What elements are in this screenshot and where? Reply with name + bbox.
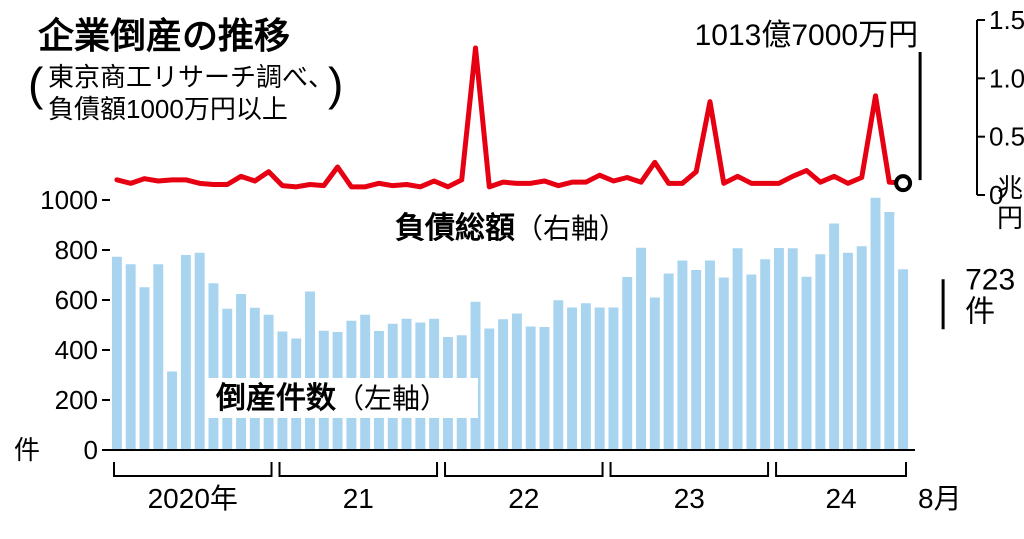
- bar: [677, 261, 687, 451]
- year-label: 24: [825, 483, 856, 514]
- bar: [471, 302, 481, 450]
- chart-subtitle-1: 東京商工リサーチ調べ、: [48, 62, 334, 92]
- x-end-month-label: 8月: [918, 483, 962, 514]
- bar: [898, 269, 908, 450]
- bar: [595, 308, 605, 451]
- line-end-value-label: 1013億7000万円: [695, 19, 918, 52]
- bar: [788, 248, 798, 450]
- y-left-tick-label: 1000: [40, 185, 98, 215]
- year-label: 23: [674, 483, 705, 514]
- bar: [746, 275, 756, 451]
- bar: [664, 274, 674, 451]
- bar: [871, 198, 881, 450]
- bar: [181, 255, 191, 450]
- bar: [567, 308, 577, 451]
- year-label: 21: [343, 483, 374, 514]
- year-bracket: [611, 462, 769, 476]
- year-label: 2020年: [148, 483, 238, 514]
- bar: [140, 287, 150, 450]
- bar: [608, 308, 618, 451]
- bar: [498, 319, 508, 450]
- bar-end-value-unit: 件: [965, 295, 995, 328]
- bar: [208, 283, 218, 450]
- y-left-tick-label: 800: [55, 235, 98, 265]
- y-right-tick-label: 1.5: [989, 5, 1024, 35]
- bar: [843, 253, 853, 450]
- bar: [636, 248, 646, 450]
- bar: [815, 254, 825, 450]
- bar: [126, 264, 136, 450]
- bar: [167, 372, 177, 451]
- y-left-axis-label: 件: [14, 435, 40, 465]
- bar: [153, 264, 163, 450]
- y-right-tick-label: 1.0: [989, 63, 1024, 93]
- bar: [829, 224, 839, 451]
- bar: [484, 329, 494, 451]
- y-right-axis-label: 兆: [997, 173, 1023, 203]
- chart-svg: 02004006008001000件00.51.01.5兆円1013億7000万…: [0, 0, 1024, 539]
- chart-title: 企業倒産の推移: [38, 15, 290, 56]
- paren-open: (: [28, 58, 44, 110]
- y-left-tick-label: 600: [55, 285, 98, 315]
- bar: [622, 277, 632, 450]
- bar: [705, 261, 715, 451]
- chart-subtitle-2: 負債額1000万円以上: [48, 94, 288, 124]
- bar: [195, 253, 205, 450]
- bar: [305, 292, 315, 451]
- line-series-label-axis: （右軸）: [515, 213, 627, 244]
- bar: [802, 277, 812, 450]
- y-left-tick-label: 400: [55, 335, 98, 365]
- bar-series-label-axis: （左軸）: [336, 383, 448, 414]
- y-right-tick-label: 0.5: [989, 122, 1024, 152]
- year-bracket: [114, 462, 272, 476]
- bar: [581, 303, 591, 450]
- line-end-marker: [896, 176, 910, 190]
- bar: [112, 257, 122, 450]
- bar: [733, 248, 743, 450]
- bar: [857, 246, 867, 450]
- bar: [650, 298, 660, 451]
- paren-close: ): [328, 58, 343, 110]
- bar: [540, 327, 550, 450]
- bar: [553, 300, 563, 450]
- bar: [512, 314, 522, 451]
- bar-end-value-label: 723: [965, 263, 1015, 296]
- line-series-label-bold: 負債総額: [395, 212, 515, 245]
- y-left-tick-label: 200: [55, 385, 98, 415]
- bar: [691, 270, 701, 450]
- year-bracket: [776, 462, 906, 476]
- year-label: 22: [508, 483, 539, 514]
- chart-container: 02004006008001000件00.51.01.5兆円1013億7000万…: [0, 0, 1024, 539]
- bar: [774, 248, 784, 450]
- bar-series-label-bold: 倒産件数: [215, 382, 337, 415]
- bar: [236, 294, 246, 450]
- y-right-axis-label: 円: [997, 203, 1023, 233]
- bar: [719, 278, 729, 451]
- bar: [760, 259, 770, 450]
- y-left-tick-label: 0: [84, 435, 98, 465]
- year-bracket: [445, 462, 603, 476]
- bar: [526, 327, 536, 451]
- bar: [884, 212, 894, 450]
- year-bracket: [280, 462, 438, 476]
